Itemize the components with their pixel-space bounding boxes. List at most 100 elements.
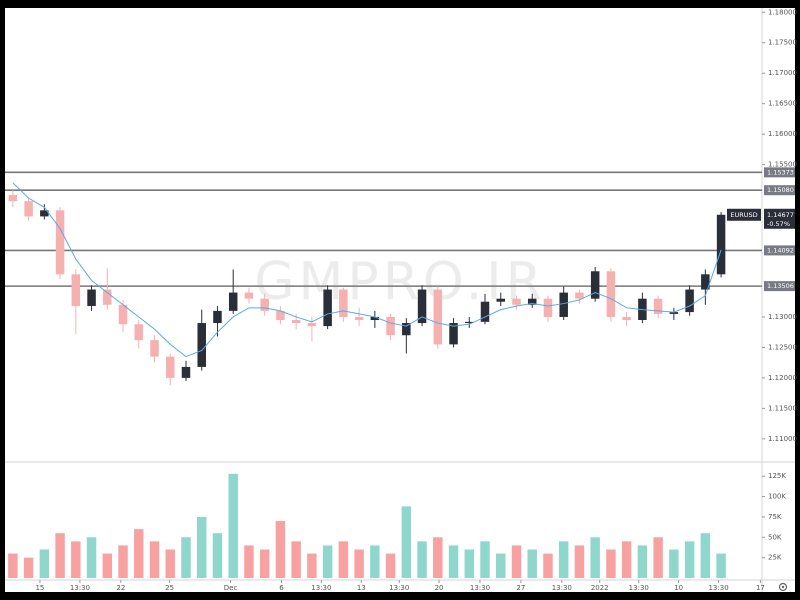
candle-body <box>244 292 254 299</box>
candle-body <box>559 292 568 317</box>
level-label: 1.13506 <box>767 282 794 290</box>
level-label-box <box>764 185 795 196</box>
volume-bar <box>212 533 223 578</box>
volume-bar <box>511 545 522 578</box>
volume-bar <box>23 557 34 578</box>
level-label: 1.14092 <box>767 246 794 254</box>
level-label-box <box>764 245 795 256</box>
candle-body <box>402 323 411 336</box>
volume-bar <box>8 553 18 578</box>
level-label-box <box>764 281 795 292</box>
last-price-label: 1.14677 <box>767 211 794 219</box>
volume-bar <box>291 541 301 578</box>
gear[interactable] <box>778 582 788 592</box>
candle-body <box>575 292 584 299</box>
candle-body <box>134 324 144 341</box>
candle-body <box>433 289 443 345</box>
volume-tick-label: 100K <box>768 493 786 501</box>
volume-bar <box>653 537 663 578</box>
volume-bar <box>259 549 270 578</box>
candle-body <box>103 289 112 305</box>
volume-bar <box>71 541 81 578</box>
candle-body <box>40 210 49 217</box>
candle-body <box>496 298 505 302</box>
candle-body <box>118 304 128 325</box>
x-tick-label: 10 <box>674 584 683 592</box>
x-tick-label: 2022 <box>591 584 609 592</box>
volume-bar <box>385 553 396 578</box>
candle-body <box>449 323 458 345</box>
x-tick-label: 13:30 <box>552 584 572 592</box>
y-tick-label: 1.16000 <box>768 130 797 138</box>
candle-body <box>8 195 18 202</box>
candle-body <box>150 340 159 357</box>
x-tick-label: Dec <box>224 584 238 592</box>
volume-bar <box>197 516 207 578</box>
x-tick-label: 13:30 <box>70 584 90 592</box>
candle-body <box>653 298 663 314</box>
volume-bar <box>181 537 191 578</box>
x-tick-label: 22 <box>116 584 125 592</box>
y-tick-label: 1.17500 <box>768 39 797 47</box>
candle-body <box>197 323 206 367</box>
candle-body <box>701 274 710 290</box>
volume-bar <box>558 541 569 578</box>
volume-bar <box>637 545 648 578</box>
x-tick-label: 13:30 <box>470 584 490 592</box>
candle-body <box>527 298 537 305</box>
candle-body <box>24 201 33 217</box>
volume-bar <box>496 553 506 578</box>
x-tick-label: 15 <box>35 584 44 592</box>
y-tick-label: 1.17000 <box>768 69 797 77</box>
settings-icon[interactable] <box>778 582 788 592</box>
candle-body <box>71 274 81 306</box>
level-label: 1.15373 <box>767 168 794 176</box>
candle-body <box>339 289 348 317</box>
candle-body <box>606 271 616 317</box>
candle-body <box>166 356 175 378</box>
candle-body <box>480 301 490 322</box>
volume-bar <box>574 545 585 578</box>
moving-average <box>12 182 722 358</box>
y-tick-label: 1.12000 <box>768 374 797 382</box>
x-tick-label: 13 <box>357 584 366 592</box>
volume-bar <box>165 549 175 578</box>
volume-bar <box>401 506 412 578</box>
volume-bar <box>527 549 537 578</box>
y-tick-label: 1.13000 <box>768 313 797 321</box>
candle-body <box>276 310 285 321</box>
watermark: GMPRO.IR <box>254 252 545 312</box>
candle-body <box>370 316 380 321</box>
chart-area <box>5 8 795 592</box>
volume-bar <box>606 549 616 578</box>
volume-bar <box>39 549 50 578</box>
volume-bar <box>322 545 333 578</box>
candle-body <box>685 289 694 313</box>
volume-bar <box>86 537 97 578</box>
volume-bar <box>134 529 144 578</box>
x-tick-label: 6 <box>279 584 284 592</box>
volume-bar <box>307 553 317 578</box>
candle-body <box>307 323 317 327</box>
volume-tick-label: 125K <box>768 472 786 480</box>
volume-bar <box>338 541 349 578</box>
volume-bar <box>228 473 238 578</box>
y-tick-label: 1.12500 <box>768 343 797 351</box>
volume-bar <box>433 537 443 578</box>
candle-body <box>213 310 222 324</box>
volume-bar <box>118 545 128 578</box>
candle-body <box>291 320 301 324</box>
gear-center[interactable] <box>781 585 785 589</box>
x-tick-label: 27 <box>516 584 525 592</box>
level-label-box <box>764 167 795 178</box>
candle-body <box>590 271 600 299</box>
x-tick-label: 13:30 <box>629 584 649 592</box>
volume-bar <box>55 533 65 578</box>
volume-bar <box>244 545 254 578</box>
volume-bar <box>275 521 286 578</box>
volume-tick-label: 50K <box>768 533 782 541</box>
x-tick-label: 13:30 <box>708 584 728 592</box>
volume-bar <box>543 553 553 578</box>
y-tick-label: 1.18000 <box>768 8 797 16</box>
volume-tick-label: 75K <box>768 513 782 521</box>
